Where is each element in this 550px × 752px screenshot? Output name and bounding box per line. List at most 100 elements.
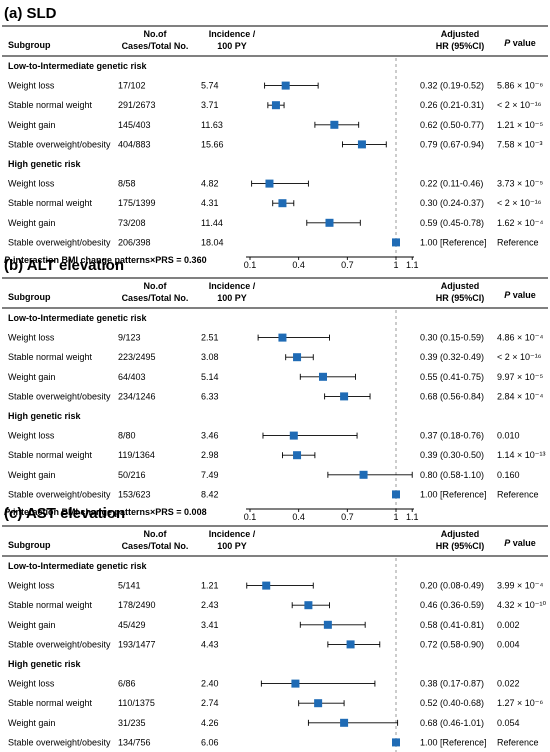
interaction-label: P-interaction BMI change patterns×PRS = …: [4, 507, 207, 517]
hr-marker: [319, 372, 327, 381]
table-row: Weight loss 9/123 2.51 0.30 (0.15-0.59) 4.86…: [8, 333, 544, 343]
group-label: High genetic risk: [8, 659, 82, 669]
hr-marker: [346, 640, 355, 649]
hr-marker: [281, 81, 290, 90]
header-cases-line2: Cases/Total No.: [122, 41, 189, 51]
incidence-value: 6.33: [201, 391, 219, 401]
header-cases-line2: Cases/Total No.: [122, 293, 189, 303]
interaction-label: P-interaction BMI change patterns×PRS = …: [4, 255, 207, 265]
p-value: 3.99 × 10⁻⁴: [497, 581, 544, 591]
p-value: 0.054: [497, 718, 520, 728]
hr-marker: [330, 120, 339, 129]
incidence-value: 7.49: [201, 470, 219, 480]
header-hr-line1: Adjusted: [441, 281, 480, 291]
header-hr-line2: HR (95%CI): [436, 41, 485, 51]
header-cases-line1: No.of: [144, 281, 168, 291]
p-value: 9.97 × 10⁻⁵: [497, 372, 544, 382]
p-value: 0.022: [497, 679, 520, 689]
table-row: Stable normal weight 110/1375 2.74 0.52 (0.…: [8, 698, 544, 708]
cases-value: 64/403: [118, 372, 146, 382]
header-p-value: P value: [504, 538, 536, 548]
hr-ci-value: 1.00 [Reference]: [420, 237, 487, 247]
p-value: 1.21 × 10⁻⁵: [497, 120, 544, 130]
header-subgroup: Subgroup: [8, 540, 51, 550]
header-incidence-line2: 100 PY: [217, 541, 247, 551]
cases-value: 206/398: [118, 237, 151, 247]
hr-ci-value: 0.62 (0.50-0.77): [420, 120, 484, 130]
subgroup-label: Stable normal weight: [8, 100, 93, 110]
hr-ci-value: 0.59 (0.45-0.78): [420, 218, 484, 228]
panel-title: (a) SLD: [4, 5, 57, 22]
table-row: Stable normal weight 175/1399 4.31 0.30 (0.…: [8, 198, 542, 208]
hr-ci-value: 0.37 (0.18-0.76): [420, 431, 484, 441]
table-row: Weight gain 145/403 11.63 0.62 (0.50-0.77) 1…: [8, 120, 544, 130]
hr-ci-value: 0.30 (0.24-0.37): [420, 198, 484, 208]
incidence-value: 3.71: [201, 100, 219, 110]
hr-marker: [304, 601, 313, 610]
hr-marker: [293, 353, 302, 362]
hr-marker: [323, 620, 332, 629]
cases-value: 223/2495: [118, 352, 156, 362]
header-cases-line1: No.of: [144, 29, 168, 39]
incidence-value: 6.06: [201, 737, 219, 747]
hr-ci-value: 0.80 (0.58-1.10): [420, 470, 484, 480]
p-value: 7.58 × 10⁻³: [497, 139, 543, 149]
p-value: 3.73 × 10⁻⁵: [497, 179, 544, 189]
table-row: Stable normal weight 178/2490 2.43 0.46 (0.…: [8, 600, 547, 610]
hr-marker: [392, 738, 400, 747]
p-value: 1.27 × 10⁻⁶: [497, 698, 544, 708]
p-value: < 2 × 10⁻¹⁶: [497, 100, 542, 110]
hr-marker: [357, 140, 366, 149]
table-row: Weight loss 8/58 4.82 0.22 (0.11-0.46) 3.73 …: [8, 179, 544, 189]
incidence-value: 4.31: [201, 198, 219, 208]
hr-marker: [289, 431, 298, 440]
cases-value: 8/58: [118, 179, 136, 189]
p-value: 0.160: [497, 470, 520, 480]
header-cases-line1: No.of: [144, 529, 168, 539]
incidence-value: 3.46: [201, 431, 219, 441]
table-row: Stable overweight/obesity 234/1246 6.33 0.6…: [8, 391, 544, 401]
table-row: Weight gain 31/235 4.26 0.68 (0.46-1.01) 0.0…: [8, 718, 520, 728]
p-value: 0.004: [497, 639, 520, 649]
header-incidence-line1: Incidence /: [209, 29, 256, 39]
hr-marker: [340, 718, 349, 727]
table-row: Stable overweight/obesity 193/1477 4.43 0.7…: [8, 639, 520, 649]
subgroup-label: Stable overweight/obesity: [8, 237, 111, 247]
incidence-value: 18.04: [201, 237, 224, 247]
hr-marker: [325, 218, 334, 227]
forest-panel-1: (a) SLD Subgroup No.of Cases/Total No. Incid…: [2, 5, 548, 270]
subgroup-label: Stable normal weight: [8, 352, 93, 362]
x-tick-label: 1.1: [406, 512, 419, 522]
table-row: Stable overweight/obesity 153/623 8.42 1.00…: [8, 489, 539, 499]
incidence-value: 1.21: [201, 581, 219, 591]
incidence-value: 2.74: [201, 698, 219, 708]
x-tick-label: 1.1: [406, 260, 419, 270]
hr-marker: [340, 392, 349, 401]
hr-ci-value: 0.39 (0.30-0.50): [420, 450, 484, 460]
header-hr-line2: HR (95%CI): [436, 293, 485, 303]
group-label: High genetic risk: [8, 411, 82, 421]
table-row: Weight gain 45/429 3.41 0.58 (0.41-0.81) 0.0…: [8, 620, 520, 630]
subgroup-label: Weight gain: [8, 718, 55, 728]
table-row: Stable normal weight 119/1364 2.98 0.39 (0.…: [8, 450, 546, 460]
hr-marker: [293, 451, 302, 460]
p-value: < 2 × 10⁻¹⁶: [497, 198, 542, 208]
x-tick-label: 0.7: [341, 512, 354, 522]
table-row: Weight gain 73/208 11.44 0.59 (0.45-0.78) 1.…: [8, 218, 544, 228]
incidence-value: 2.40: [201, 679, 219, 689]
p-value: 0.010: [497, 431, 520, 441]
header-incidence-line2: 100 PY: [217, 41, 247, 51]
p-value: 1.62 × 10⁻⁴: [497, 218, 544, 228]
cases-value: 404/883: [118, 139, 151, 149]
cases-value: 134/756: [118, 737, 151, 747]
p-value: Reference: [497, 489, 539, 499]
forest-panel-3: (c) AST elevation Subgroup No.of Cases/Tota…: [2, 505, 548, 752]
hr-ci-value: 1.00 [Reference]: [420, 737, 487, 747]
subgroup-label: Weight gain: [8, 120, 55, 130]
cases-value: 17/102: [118, 81, 146, 91]
subgroup-label: Stable overweight/obesity: [8, 489, 111, 499]
hr-ci-value: 0.26 (0.21-0.31): [420, 100, 484, 110]
hr-marker: [262, 581, 271, 590]
hr-ci-value: 0.58 (0.41-0.81): [420, 620, 484, 630]
